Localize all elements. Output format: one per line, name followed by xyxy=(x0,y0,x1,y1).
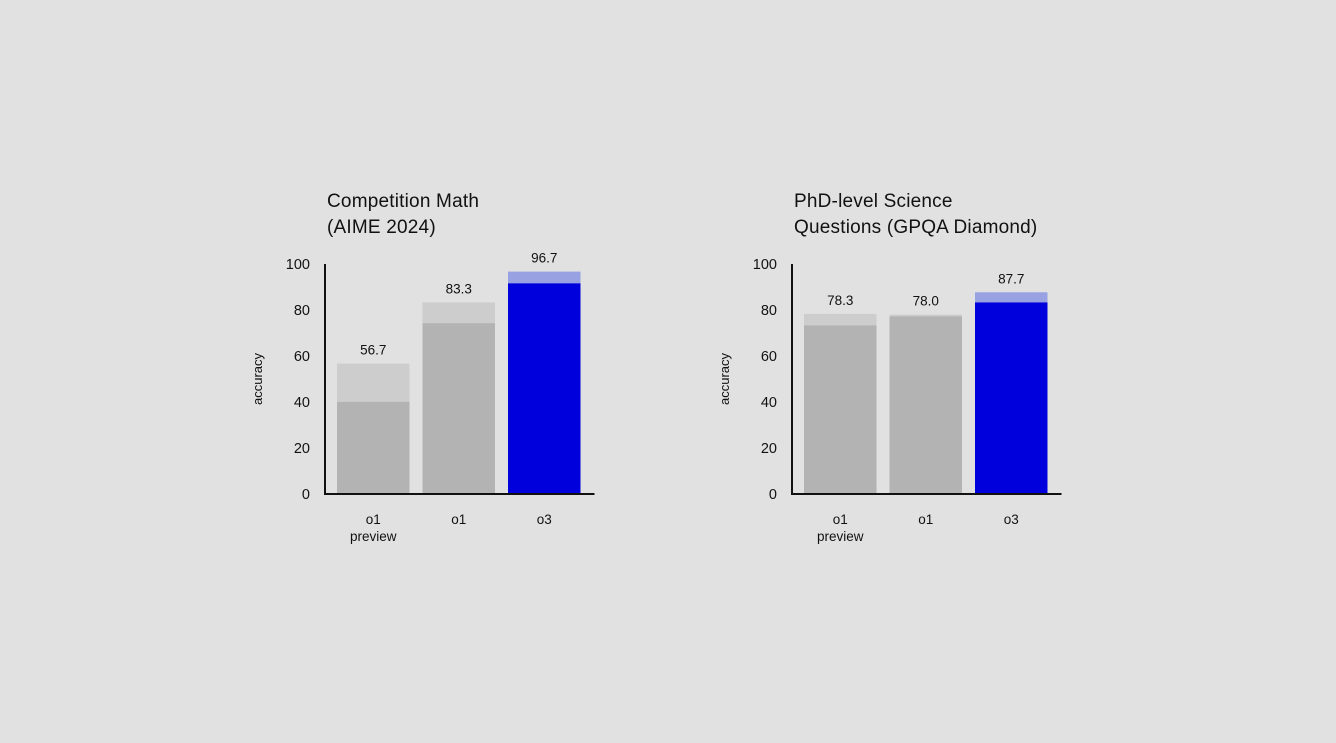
chart-title-line: (AIME 2024) xyxy=(327,217,436,238)
data-label: 78.3 xyxy=(827,293,853,308)
chart-title-line: PhD-level Science xyxy=(794,191,953,212)
data-label: 78.0 xyxy=(913,294,939,309)
data-label: 87.7 xyxy=(998,271,1024,286)
chart-title-line: Questions (GPQA Diamond) xyxy=(794,217,1038,238)
bar-base-segment xyxy=(508,283,581,494)
chart-phd-science: PhD-level Science Questions (GPQA Diamon… xyxy=(707,180,1127,560)
bar-base-segment xyxy=(337,401,410,494)
chart-competition-math: Competition Math (AIME 2024) 56.7 o1 previ… xyxy=(240,180,660,560)
bar-base-segment xyxy=(804,325,877,494)
x-tick-label: o1 xyxy=(366,512,381,527)
y-axis-label: accuracy xyxy=(717,352,732,405)
bar-base-segment xyxy=(422,323,495,494)
y-tick-label: 80 xyxy=(761,303,777,319)
bar-extra-segment xyxy=(889,314,962,317)
bar-base-segment xyxy=(889,316,962,494)
x-tick-label: o3 xyxy=(1004,512,1019,527)
chart-title: Competition Math (AIME 2024) xyxy=(327,189,657,241)
bar-extra-segment xyxy=(337,363,410,402)
bar-chart-svg: 78.3 o1 preview 78.0 o1 87.7 o3 0 20 40 60 80 100 acc… xyxy=(717,257,1062,544)
y-tick-label: 60 xyxy=(761,349,777,365)
y-tick-label: 0 xyxy=(769,487,777,503)
bar-extra-segment xyxy=(804,313,877,326)
x-tick-label: preview xyxy=(817,529,864,544)
y-tick-label: 20 xyxy=(761,441,777,457)
y-tick-label: 100 xyxy=(286,257,310,273)
y-tick-label: 0 xyxy=(302,487,310,503)
data-label: 96.7 xyxy=(531,251,557,266)
x-tick-label: o1 xyxy=(918,512,933,527)
x-tick-label: o3 xyxy=(537,512,552,527)
data-label: 83.3 xyxy=(446,281,472,296)
chart-title-line: Competition Math xyxy=(327,191,480,212)
data-label: 56.7 xyxy=(360,343,386,358)
bar-chart-svg: 56.7 o1 preview 83.3 o1 96.7 o3 0 20 40 60 80 100 acc… xyxy=(250,251,595,544)
x-tick-label: o1 xyxy=(451,512,466,527)
bar-extra-segment xyxy=(508,271,581,284)
chart-title: PhD-level Science Questions (GPQA Diamon… xyxy=(794,189,1124,241)
x-tick-label: preview xyxy=(350,529,397,544)
y-tick-label: 40 xyxy=(761,395,777,411)
y-tick-label: 100 xyxy=(753,257,777,273)
y-tick-label: 80 xyxy=(294,303,310,319)
y-tick-label: 40 xyxy=(294,395,310,411)
bar-extra-segment xyxy=(422,302,495,324)
x-tick-label: o1 xyxy=(833,512,848,527)
bar-extra-segment xyxy=(975,292,1048,303)
bar-base-segment xyxy=(975,302,1048,494)
y-axis-label: accuracy xyxy=(250,352,265,405)
y-tick-label: 20 xyxy=(294,441,310,457)
y-tick-label: 60 xyxy=(294,349,310,365)
